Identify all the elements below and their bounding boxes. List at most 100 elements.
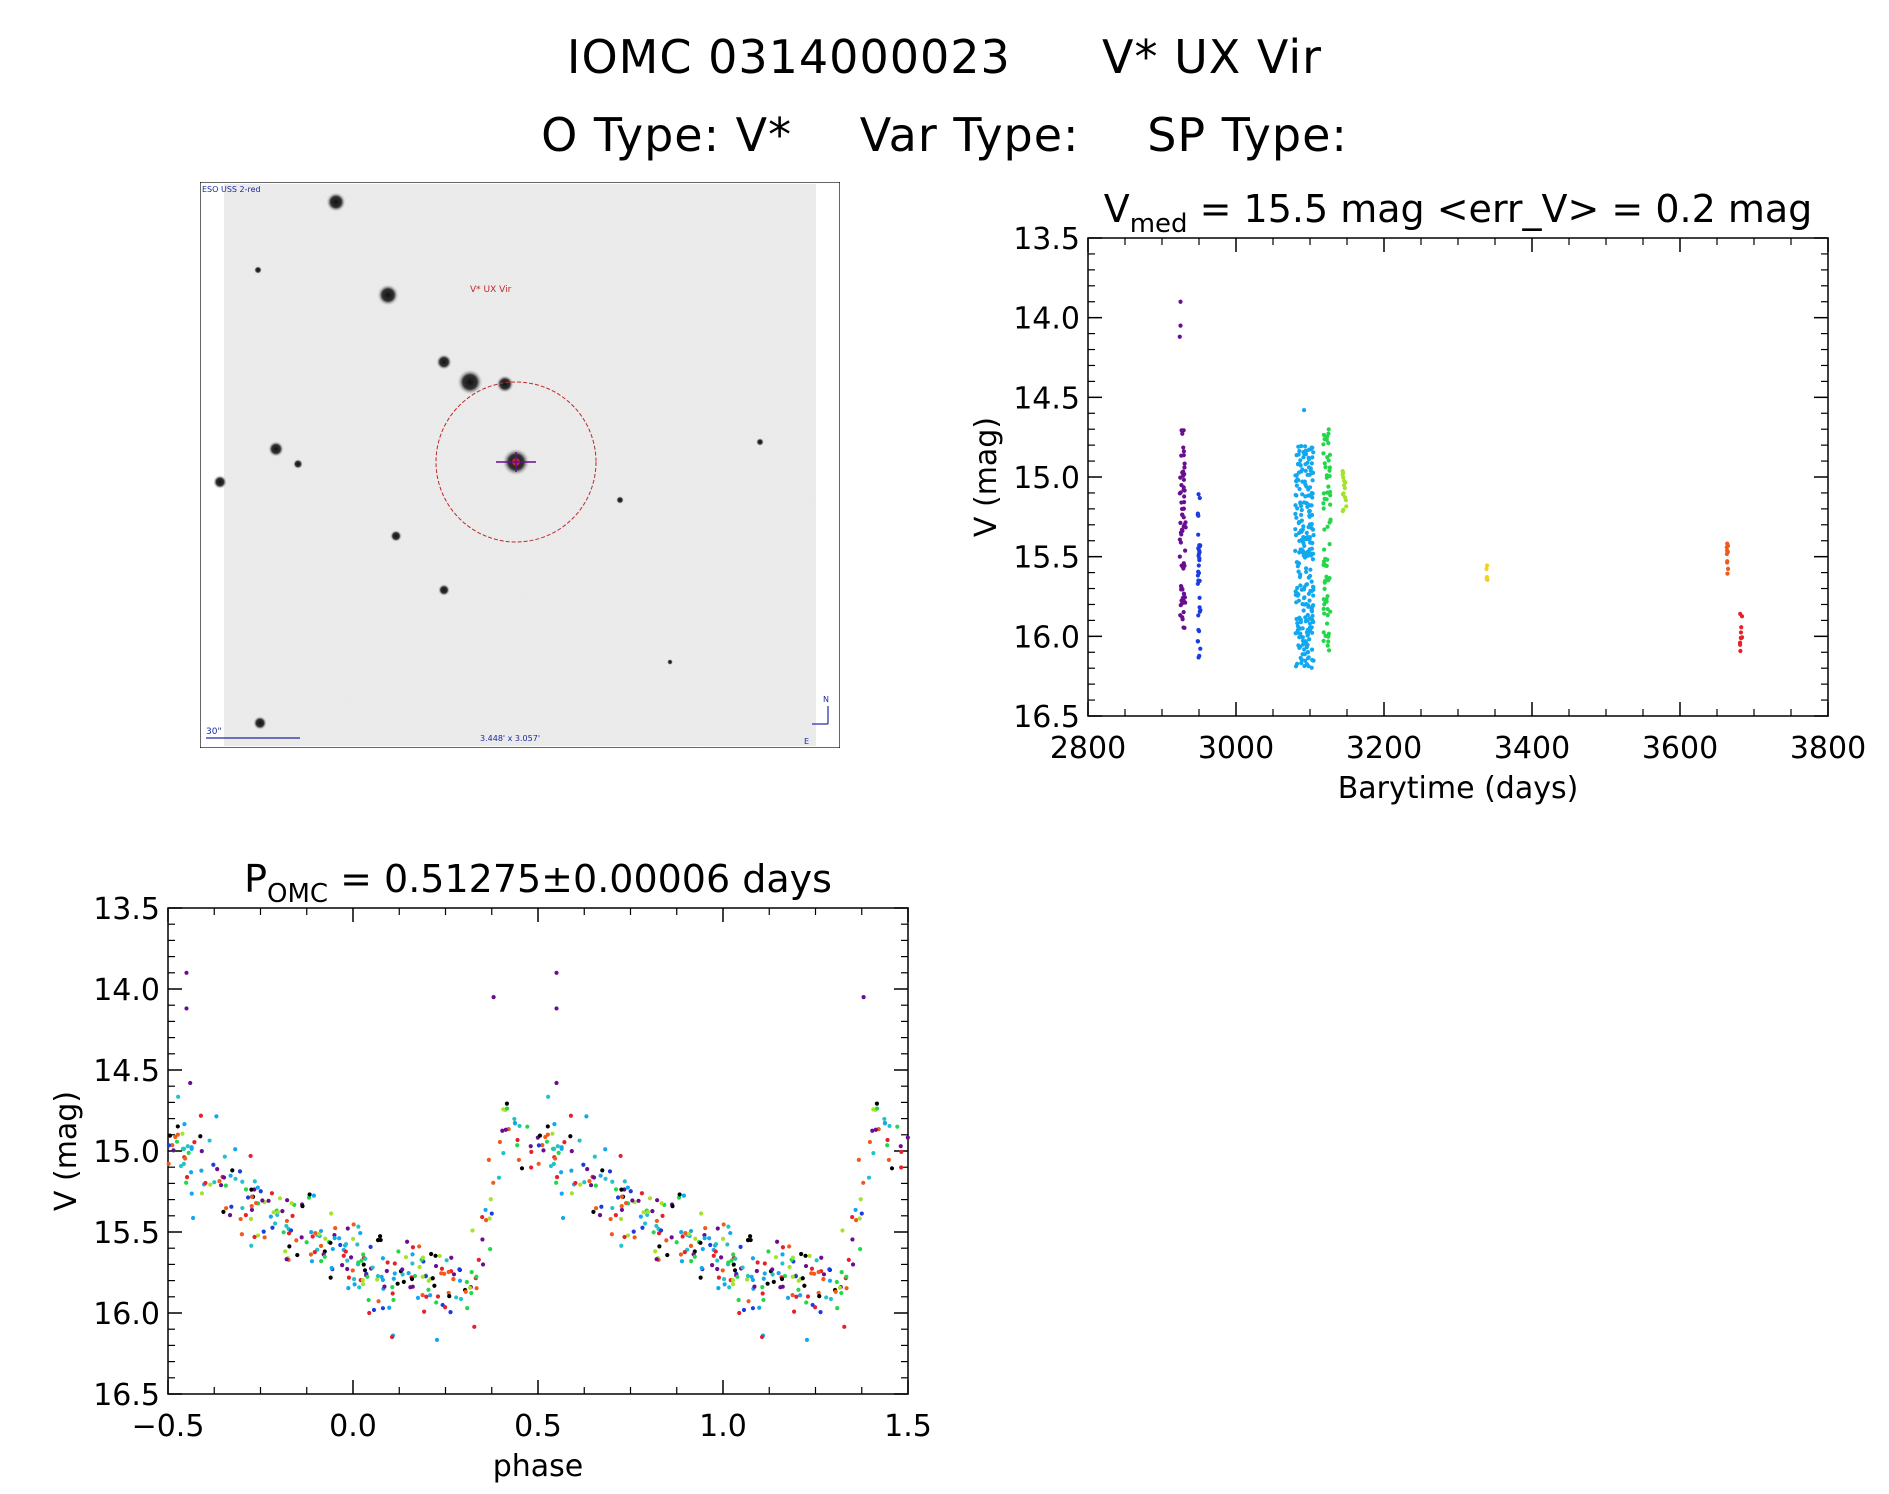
lightcurve-point (1177, 554, 1182, 559)
phase-point (396, 1249, 401, 1254)
lightcurve-point (1306, 465, 1311, 470)
phase-point (448, 1309, 453, 1315)
phase-point (656, 1231, 662, 1236)
phase-point (554, 1180, 559, 1185)
phase-point (410, 1261, 415, 1266)
field-star (436, 354, 452, 370)
phase-point (512, 1116, 517, 1122)
phase-point (703, 1225, 708, 1231)
phase-point (569, 1149, 574, 1154)
phase-point (487, 1216, 492, 1221)
x-tick-label: 1.5 (884, 1409, 932, 1444)
target-label: V* UX Vir (470, 285, 512, 295)
lightcurve-point (1307, 535, 1313, 540)
lightcurve-point (1301, 524, 1306, 529)
phase-point (821, 1277, 826, 1282)
phase-point (740, 1265, 745, 1270)
phase-point (581, 1162, 586, 1167)
phase-point (584, 1114, 589, 1119)
lightcurve-point (1300, 492, 1305, 497)
phase-point (208, 1182, 213, 1187)
y-tick-label: 15.0 (93, 1135, 160, 1170)
lightcurve-point (1306, 649, 1311, 655)
phase-point (582, 1180, 587, 1185)
lightcurve-point (1303, 468, 1308, 473)
phase-point (239, 1232, 244, 1237)
phase-point (814, 1258, 819, 1263)
phase-point (647, 1196, 653, 1201)
phase-point (488, 1247, 493, 1252)
phase-point (787, 1244, 792, 1249)
y-tick-label: 13.5 (1013, 222, 1080, 257)
lightcurve-point (1294, 661, 1300, 667)
lightcurve-point (1309, 522, 1314, 527)
lightcurve-point (1304, 569, 1309, 575)
phase-point (619, 1243, 624, 1248)
phase-point (552, 1122, 557, 1127)
phase-point (699, 1211, 704, 1216)
lightcurve-point (1300, 626, 1305, 631)
lightcurve-point (1197, 605, 1202, 610)
phase-point (641, 1210, 646, 1215)
lightcurve-point (1293, 548, 1298, 554)
phase-point (457, 1267, 462, 1272)
phase-point (245, 1195, 251, 1200)
phase-point (874, 1106, 880, 1111)
phase-point (458, 1296, 464, 1302)
lightcurve-point (1321, 547, 1327, 552)
lightcurve-point (1178, 613, 1183, 618)
phase-point (367, 1310, 372, 1316)
phase-point (600, 1168, 605, 1173)
lightcurve-point (1295, 560, 1300, 565)
phase-point (420, 1274, 425, 1279)
lightcurve-point (1724, 545, 1729, 550)
phase-point (290, 1213, 295, 1219)
phase-point (741, 1307, 747, 1313)
lightcurve-point (1178, 323, 1183, 328)
lightcurve-point (1325, 524, 1330, 529)
lightcurve-point (1298, 458, 1303, 463)
lightcurve-point (1322, 436, 1327, 442)
lightcurve-point (1307, 637, 1312, 642)
phase-point (299, 1235, 304, 1240)
phase-point (674, 1240, 679, 1245)
lightcurve-point (1311, 533, 1316, 538)
phase-point (434, 1337, 440, 1343)
phase-point (429, 1251, 434, 1257)
lightcurve-point (1195, 573, 1201, 578)
lightcurve-point (1298, 500, 1303, 505)
phase-point (283, 1249, 288, 1254)
data-points (166, 970, 910, 1343)
field-star (457, 369, 483, 395)
phase-point (804, 1300, 809, 1305)
phase-point (750, 1256, 756, 1261)
phase-point (395, 1281, 400, 1286)
phase-point (752, 1284, 757, 1289)
phase-point (727, 1285, 732, 1290)
phase-point (899, 1165, 904, 1170)
lightcurve-point (1327, 465, 1332, 470)
phase-point (249, 1204, 254, 1209)
phase-point (834, 1279, 839, 1285)
lightcurve-point (1321, 638, 1326, 644)
phase-point (360, 1282, 366, 1287)
phase-point (720, 1236, 726, 1241)
phase-point (261, 1229, 266, 1234)
lightcurve-point (1298, 631, 1303, 636)
phase-point (359, 1258, 364, 1263)
lightcurve-point (1179, 532, 1184, 537)
phase-point (638, 1214, 643, 1219)
phase-point (610, 1179, 615, 1184)
phase-point (803, 1253, 808, 1258)
lightcurve-point (1179, 428, 1184, 433)
lightcurve-point (1297, 617, 1303, 622)
phase-point (828, 1296, 834, 1302)
phase-point (630, 1198, 635, 1203)
phase-point (780, 1245, 786, 1250)
phase-outlier-point (554, 970, 559, 975)
field-star (377, 284, 399, 306)
phase-point (728, 1230, 733, 1236)
phase-point (650, 1209, 655, 1214)
phase-point (426, 1278, 431, 1283)
phase-point (318, 1228, 324, 1234)
